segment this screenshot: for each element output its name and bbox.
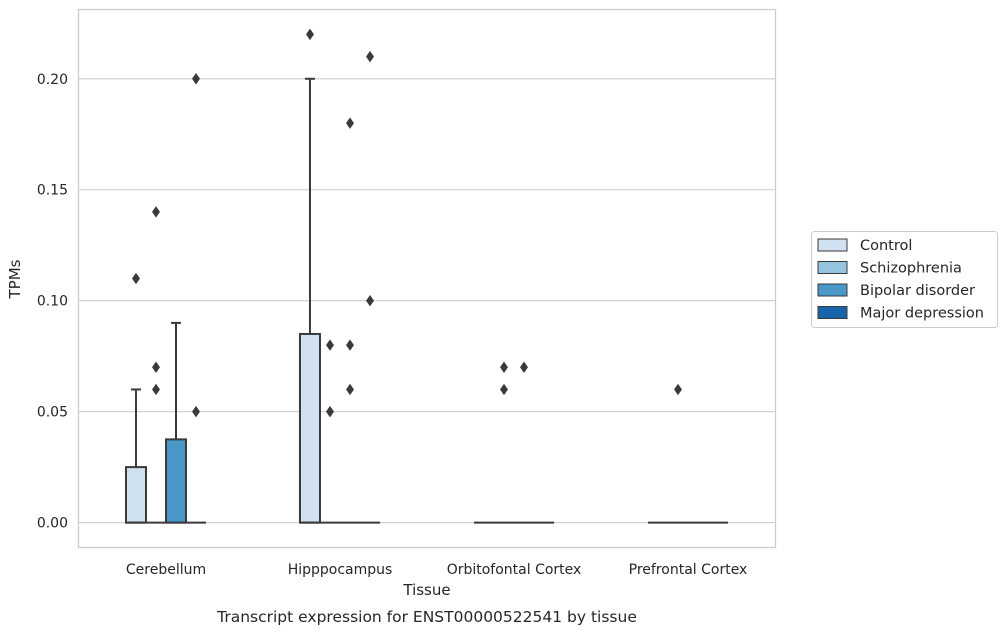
outlier-point (326, 339, 334, 351)
legend-swatch (817, 306, 848, 319)
outlier-point (366, 50, 374, 63)
box (124, 466, 147, 524)
y-tick-label: 0.10 (37, 294, 68, 310)
outlier-point (500, 361, 508, 373)
legend-label: Major depression (860, 306, 984, 322)
chart-caption: Transcript expression for ENST0000052254… (216, 608, 637, 626)
box (165, 438, 188, 524)
legend-swatch (817, 238, 848, 252)
plot-frame (77, 8, 777, 549)
legend-label: Control (860, 238, 912, 254)
marks-layer (124, 28, 729, 524)
y-tick-label: 0.05 (37, 405, 68, 421)
x-tick-label: Hipppocampus (288, 562, 393, 578)
legend-label: Bipolar disorder (860, 283, 975, 299)
outlier-point (346, 383, 354, 396)
outlier-point (346, 339, 354, 351)
legend-swatch (817, 261, 848, 274)
outlier-point (366, 294, 374, 307)
outlier-point (192, 73, 200, 85)
x-axis-ticks: Cerebellum Hipppocampus Orbitofontal Corte… (126, 562, 747, 578)
legend-swatch (817, 283, 848, 297)
x-axis-label: Tissue (402, 581, 450, 599)
outlier-point (520, 361, 528, 373)
outlier-point (132, 272, 140, 285)
y-axis-ticks: 0.00 0.05 0.10 0.15 0.20 (37, 72, 68, 532)
outlier-point (306, 28, 314, 41)
outlier-point (152, 206, 160, 218)
outlier-point (152, 361, 160, 373)
outlier-point (152, 383, 160, 396)
y-axis-label: TPMs (6, 259, 24, 299)
box (298, 332, 321, 524)
y-tick-label: 0.00 (37, 516, 68, 532)
legend-label: Schizophrenia (860, 261, 962, 277)
outlier-point (346, 117, 354, 129)
legend-items: Control Schizophrenia Bipolar disorder Majo… (817, 238, 984, 322)
x-tick-label: Cerebellum (126, 562, 206, 578)
y-tick-label: 0.15 (37, 183, 68, 199)
legend: Control Schizophrenia Bipolar disorder Majo… (811, 231, 998, 328)
legend-frame (811, 231, 998, 328)
y-tick-label: 0.20 (37, 72, 68, 88)
x-tick-label: Orbitofontal Cortex (447, 562, 582, 578)
outlier-point (500, 383, 508, 396)
outlier-point (326, 405, 334, 418)
outlier-point (192, 405, 200, 418)
x-tick-label: Prefrontal Cortex (629, 562, 748, 578)
outlier-point (674, 383, 682, 396)
